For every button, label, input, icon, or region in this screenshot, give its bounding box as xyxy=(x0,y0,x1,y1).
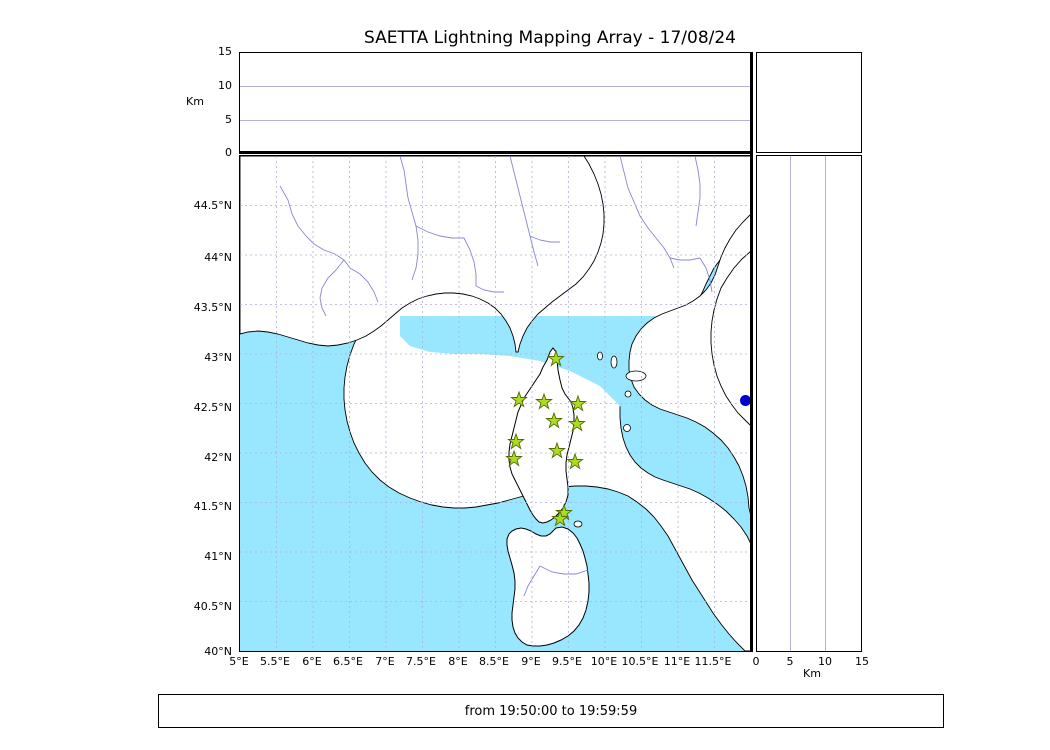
axis-label-km-right: Km xyxy=(803,667,821,680)
station-star xyxy=(507,432,525,450)
station-star xyxy=(535,392,553,410)
island-montecristo xyxy=(623,424,631,432)
station-star xyxy=(510,390,528,408)
station-markers xyxy=(505,349,587,527)
station-star xyxy=(568,414,586,432)
ytick-map-41.5N: 41.5°N xyxy=(193,500,232,513)
lightning-source-marker xyxy=(740,395,751,406)
ytick-map-40N: 40°N xyxy=(204,645,232,658)
gridline-5km xyxy=(240,120,751,121)
xtick-map-6E: 6°E xyxy=(302,655,322,668)
xtick-map-7.5E: 7.5°E xyxy=(406,655,436,668)
xtick-map-6.5E: 6.5°E xyxy=(333,655,363,668)
xtick-map-7E: 7°E xyxy=(375,655,395,668)
separator-vertical xyxy=(750,52,753,652)
island-capraia xyxy=(610,355,618,369)
rivers xyxy=(279,156,713,597)
ytick-map-42N: 42°N xyxy=(204,451,232,464)
station-star xyxy=(569,394,587,412)
island-corsica xyxy=(508,347,575,524)
station-star xyxy=(551,509,569,527)
gridline-10km-right xyxy=(825,156,826,651)
panel-corner-top-right xyxy=(756,52,862,153)
coastline-italy xyxy=(710,250,751,427)
axis-label-km-top: Km xyxy=(186,95,204,108)
gridline-10km xyxy=(240,86,751,87)
island-gorgona xyxy=(597,351,603,361)
time-range-text: from 19:50:00 to 19:59:59 xyxy=(464,703,638,719)
ytick-map-41N: 41°N xyxy=(204,550,232,563)
panel-height-vs-latitude xyxy=(756,155,862,652)
station-star xyxy=(555,503,573,521)
island-maddalena xyxy=(573,520,583,528)
xtick-map-9.5E: 9.5°E xyxy=(552,655,582,668)
island-pianosa xyxy=(624,390,632,398)
ytick-top-10: 10 xyxy=(218,79,232,92)
ytick-map-44N: 44°N xyxy=(204,251,232,264)
gridline-5km-right xyxy=(790,156,791,651)
ytick-top-15: 15 xyxy=(218,45,232,58)
island-elba xyxy=(625,370,647,382)
xtick-right-0: 0 xyxy=(752,655,760,668)
island-sardinia xyxy=(506,526,590,647)
coastline-northwest xyxy=(240,156,605,353)
xtick-map-9E: 9°E xyxy=(521,655,541,668)
station-star xyxy=(505,449,523,467)
coastline-mainland xyxy=(240,156,751,517)
xtick-right-15: 15 xyxy=(855,655,869,668)
xtick-map-11E: 11°E xyxy=(663,655,691,668)
xtick-right-5: 5 xyxy=(786,655,794,668)
panel-map xyxy=(239,155,752,652)
xtick-map-11.5E: 11.5°E xyxy=(694,655,732,668)
ytick-map-44.5N: 44.5°N xyxy=(193,199,232,212)
station-star xyxy=(547,349,565,367)
ytick-map-43.5N: 43.5°N xyxy=(193,301,232,314)
time-range-caption: from 19:50:00 to 19:59:59 xyxy=(158,694,944,728)
xtick-map-8E: 8°E xyxy=(448,655,468,668)
xtick-right-10: 10 xyxy=(818,655,832,668)
xtick-map-5E: 5°E xyxy=(229,655,249,668)
ytick-top-0: 0 xyxy=(225,146,232,159)
panel-height-vs-longitude xyxy=(239,52,752,153)
xtick-map-5.5E: 5.5°E xyxy=(260,655,290,668)
xtick-map-8.5E: 8.5°E xyxy=(479,655,509,668)
map-graphic xyxy=(240,156,751,651)
ytick-top-5: 5 xyxy=(225,113,232,126)
map-gridlines xyxy=(240,156,751,651)
xtick-map-10E: 10°E xyxy=(590,655,618,668)
ytick-map-43N: 43°N xyxy=(204,351,232,364)
ytick-map-42.5N: 42.5°N xyxy=(193,401,232,414)
page-title: SAETTA Lightning Mapping Array - 17/08/2… xyxy=(364,28,736,48)
xtick-map-10.5E: 10.5°E xyxy=(621,655,659,668)
ytick-map-40.5N: 40.5°N xyxy=(193,600,232,613)
separator-horizontal xyxy=(239,151,752,154)
station-star xyxy=(548,441,566,459)
station-star xyxy=(566,452,584,470)
station-star xyxy=(545,411,563,429)
